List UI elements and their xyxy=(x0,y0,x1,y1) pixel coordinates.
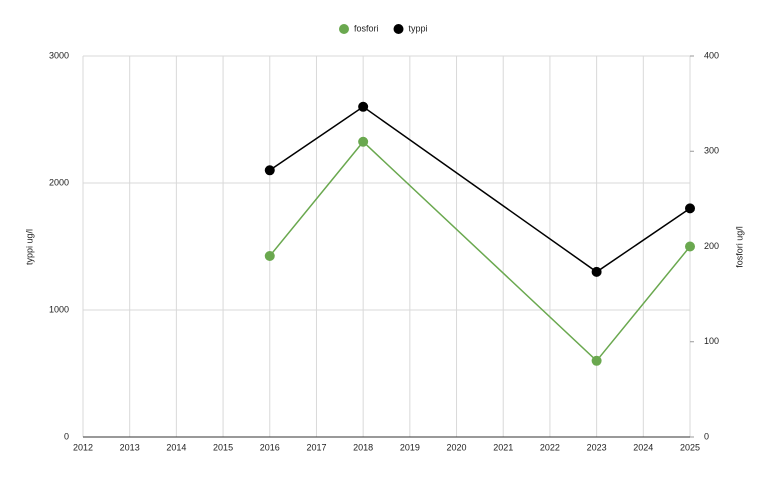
x-tick-label: 2016 xyxy=(260,442,280,452)
data-point xyxy=(358,136,369,147)
y2-tick-label: 200 xyxy=(704,241,719,251)
x-tick-label: 2022 xyxy=(540,442,560,452)
x-tick-label: 2020 xyxy=(447,442,467,452)
data-point xyxy=(685,241,695,252)
x-tick-label: 2025 xyxy=(680,442,700,452)
x-tick-label: 2024 xyxy=(633,442,653,452)
x-tick-label: 2023 xyxy=(587,442,607,452)
legend-marker xyxy=(339,24,349,34)
legend-label: typpi xyxy=(409,23,428,33)
data-point xyxy=(264,251,275,262)
y-tick-label: 0 xyxy=(64,431,69,441)
legend-label: fosfori xyxy=(354,23,379,33)
data-point xyxy=(591,355,602,366)
y-tick-label: 3000 xyxy=(49,50,69,60)
x-tick-label: 2012 xyxy=(73,442,93,452)
data-point xyxy=(685,203,695,214)
x-tick-label: 2018 xyxy=(353,442,373,452)
x-tick-label: 2019 xyxy=(400,442,420,452)
y2-tick-label: 0 xyxy=(704,431,709,441)
y-tick-label: 2000 xyxy=(49,177,69,187)
y2-axis-label: fosfori ug/l xyxy=(734,226,744,268)
data-point xyxy=(264,165,275,176)
y-tick-label: 1000 xyxy=(49,304,69,314)
legend-marker xyxy=(393,24,404,34)
x-tick-label: 2013 xyxy=(120,442,140,452)
series-line xyxy=(269,140,691,362)
y2-tick-label: 100 xyxy=(704,336,719,346)
y-axis-label: typpi ug/l xyxy=(24,229,34,265)
x-tick-label: 2014 xyxy=(166,442,186,452)
x-tick-label: 2015 xyxy=(213,442,233,452)
x-tick-label: 2021 xyxy=(493,442,513,452)
y2-tick-label: 300 xyxy=(704,146,719,156)
data-point xyxy=(358,101,369,112)
y2-tick-label: 400 xyxy=(704,50,719,60)
series-line xyxy=(269,105,691,273)
x-tick-label: 2017 xyxy=(306,442,326,452)
data-point xyxy=(591,266,602,277)
